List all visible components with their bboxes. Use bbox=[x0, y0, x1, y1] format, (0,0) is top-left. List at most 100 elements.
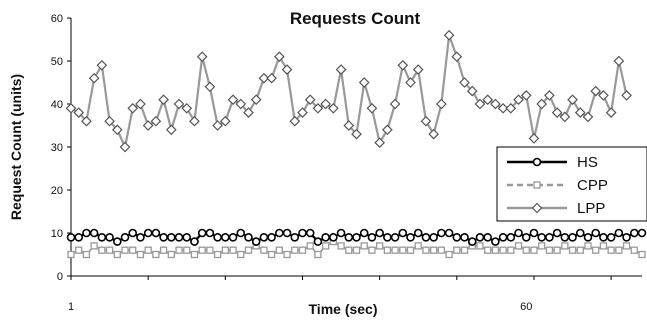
data-point-cpp bbox=[183, 246, 191, 254]
y-tick-label: 0 bbox=[57, 271, 63, 283]
data-point-cpp bbox=[399, 246, 407, 254]
data-point-cpp bbox=[206, 246, 214, 254]
data-point-lpp bbox=[528, 133, 540, 144]
data-point-lpp bbox=[250, 94, 262, 106]
data-point-hs bbox=[467, 237, 477, 246]
data-point-hs bbox=[491, 237, 500, 246]
data-point-hs bbox=[282, 228, 292, 238]
data-point-hs bbox=[159, 233, 168, 242]
data-point-cpp bbox=[630, 246, 638, 254]
data-point-lpp bbox=[219, 115, 231, 127]
data-point-hs bbox=[498, 233, 508, 242]
data-point-cpp bbox=[561, 242, 569, 250]
data-point-lpp bbox=[165, 124, 177, 136]
data-point-hs bbox=[622, 233, 631, 242]
data-point-cpp bbox=[568, 246, 577, 254]
data-point-hs bbox=[251, 237, 261, 246]
data-point-hs bbox=[236, 228, 246, 238]
data-point-lpp bbox=[104, 115, 115, 127]
data-point-cpp bbox=[360, 242, 368, 250]
data-point-lpp bbox=[281, 64, 293, 75]
data-point-cpp bbox=[82, 250, 91, 259]
data-point-hs bbox=[367, 233, 377, 242]
data-point-hs bbox=[112, 237, 122, 246]
data-point-hs bbox=[575, 228, 585, 238]
data-point-lpp bbox=[428, 128, 440, 140]
data-point-cpp bbox=[391, 246, 399, 254]
data-point-lpp bbox=[451, 51, 463, 63]
data-point-lpp bbox=[598, 90, 609, 101]
data-point-hs bbox=[128, 228, 138, 238]
data-point-hs bbox=[460, 233, 469, 242]
data-point-lpp bbox=[605, 107, 617, 118]
data-point-lpp bbox=[297, 107, 308, 118]
data-point-hs bbox=[329, 233, 338, 242]
data-point-lpp bbox=[582, 111, 594, 123]
data-point-lpp bbox=[212, 120, 223, 131]
data-point-lpp bbox=[459, 77, 470, 88]
data-point-lpp bbox=[412, 64, 424, 75]
data-point-hs bbox=[521, 233, 531, 242]
data-point-hs bbox=[321, 233, 330, 242]
legend: HS CPP LPP bbox=[496, 146, 647, 222]
data-point-lpp bbox=[374, 137, 385, 149]
x-axis-label: Time (sec) bbox=[309, 301, 378, 317]
data-point-cpp bbox=[584, 242, 592, 250]
data-point-cpp bbox=[267, 250, 276, 259]
data-point-cpp bbox=[383, 246, 392, 254]
data-point-cpp bbox=[499, 246, 507, 254]
data-point-hs bbox=[120, 233, 130, 242]
data-point-cpp bbox=[345, 246, 353, 254]
data-point-lpp bbox=[536, 98, 548, 110]
data-point-hs bbox=[205, 228, 215, 238]
data-point-lpp bbox=[420, 115, 432, 127]
data-point-cpp bbox=[105, 246, 114, 254]
data-point-cpp bbox=[190, 250, 199, 259]
data-point-cpp bbox=[113, 250, 121, 259]
data-point-hs bbox=[136, 233, 145, 242]
data-point-cpp bbox=[75, 246, 83, 254]
data-point-cpp bbox=[592, 246, 600, 254]
data-point-cpp bbox=[437, 246, 446, 254]
data-point-hs bbox=[359, 228, 369, 238]
data-point-hs bbox=[89, 228, 99, 238]
data-point-cpp bbox=[244, 246, 253, 254]
legend-label-lpp: LPP bbox=[577, 200, 605, 217]
data-point-hs bbox=[244, 233, 253, 242]
data-point-lpp bbox=[273, 51, 285, 63]
data-point-lpp bbox=[73, 107, 85, 118]
axes: 0 10 20 30 40 50 60 1 60 bbox=[51, 13, 642, 313]
data-point-lpp bbox=[204, 81, 216, 93]
data-point-hs bbox=[591, 228, 601, 238]
data-point-cpp bbox=[406, 246, 415, 254]
data-point-cpp bbox=[484, 246, 492, 254]
data-point-cpp bbox=[530, 246, 538, 254]
data-point-hs bbox=[629, 228, 639, 238]
data-point-lpp bbox=[65, 102, 77, 114]
data-point-cpp bbox=[213, 250, 222, 259]
data-point-hs bbox=[298, 228, 307, 238]
data-point-lpp bbox=[405, 77, 416, 88]
data-point-cpp bbox=[638, 250, 646, 259]
data-point-lpp bbox=[544, 90, 555, 101]
data-point-cpp bbox=[121, 246, 129, 254]
data-point-cpp bbox=[175, 246, 183, 254]
data-point-hs bbox=[606, 233, 616, 242]
data-point-hs bbox=[545, 233, 554, 242]
legend-label-cpp: CPP bbox=[577, 177, 608, 194]
data-point-lpp bbox=[135, 98, 146, 110]
data-point-lpp bbox=[613, 55, 625, 67]
data-point-cpp bbox=[599, 242, 608, 250]
data-point-lpp bbox=[551, 107, 563, 118]
y-tick-label: 50 bbox=[51, 56, 63, 68]
data-point-hs bbox=[583, 233, 593, 242]
data-point-lpp bbox=[81, 115, 92, 127]
data-point-lpp bbox=[150, 115, 162, 127]
data-point-hs bbox=[614, 228, 624, 238]
data-point-lpp bbox=[358, 77, 370, 88]
data-point-hs bbox=[221, 233, 230, 242]
data-point-hs bbox=[383, 233, 392, 242]
data-point-cpp bbox=[430, 246, 438, 254]
data-point-lpp bbox=[466, 85, 478, 97]
